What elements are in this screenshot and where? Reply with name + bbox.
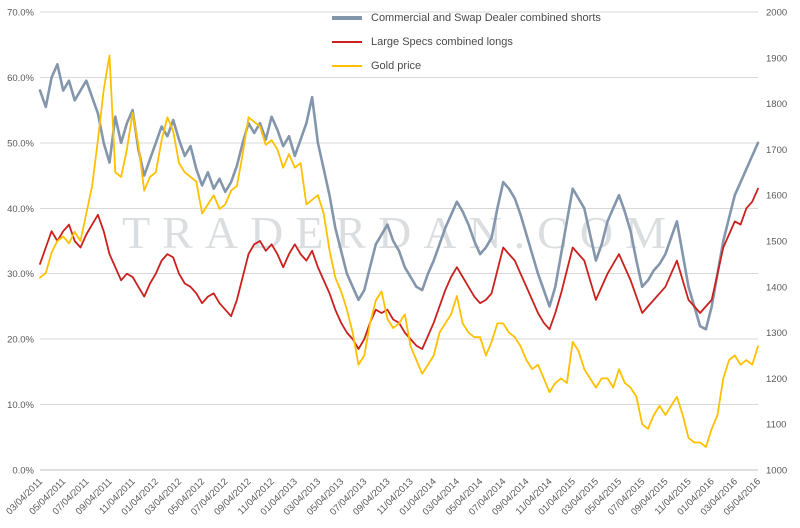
- svg-text:40.0%: 40.0%: [7, 204, 34, 215]
- svg-text:1500: 1500: [766, 237, 787, 248]
- svg-text:1000: 1000: [766, 466, 787, 477]
- svg-text:1300: 1300: [766, 328, 787, 339]
- svg-text:60.0%: 60.0%: [7, 73, 34, 84]
- legend-label-gold-price: Gold price: [371, 59, 422, 72]
- svg-text:10.0%: 10.0%: [7, 400, 34, 411]
- svg-text:1400: 1400: [766, 282, 787, 293]
- svg-text:1200: 1200: [766, 374, 787, 385]
- legend-item-commercial-shorts: Commercial and Swap Dealer combined shor…: [332, 6, 601, 30]
- legend-line-sample-red-icon: [332, 40, 362, 44]
- svg-text:30.0%: 30.0%: [7, 269, 34, 280]
- svg-text:2000: 2000: [766, 8, 787, 19]
- svg-text:20.0%: 20.0%: [7, 335, 34, 346]
- svg-text:1800: 1800: [766, 99, 787, 110]
- legend: Commercial and Swap Dealer combined shor…: [332, 6, 601, 78]
- svg-text:1100: 1100: [766, 420, 786, 431]
- legend-label-large-specs-longs: Large Specs combined longs: [371, 35, 513, 48]
- legend-item-large-specs-longs: Large Specs combined longs: [332, 30, 601, 54]
- svg-text:70.0%: 70.0%: [7, 8, 34, 19]
- svg-text:50.0%: 50.0%: [7, 138, 34, 149]
- legend-line-sample-gold-icon: [332, 64, 362, 68]
- svg-text:0.0%: 0.0%: [12, 466, 34, 477]
- legend-label-commercial-shorts: Commercial and Swap Dealer combined shor…: [371, 11, 601, 24]
- svg-text:1600: 1600: [766, 191, 787, 202]
- svg-text:1900: 1900: [766, 53, 787, 64]
- legend-line-sample-gray-icon: [332, 16, 362, 20]
- legend-item-gold-price: Gold price: [332, 54, 601, 78]
- svg-text:1700: 1700: [766, 145, 787, 156]
